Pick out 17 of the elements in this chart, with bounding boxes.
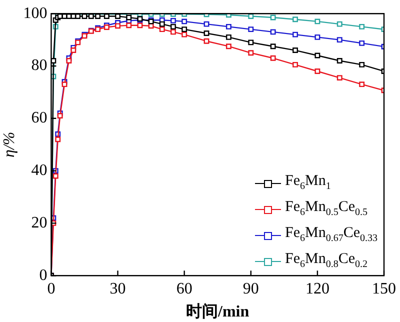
y-tick-label: 100 [23,4,48,22]
y-tick-label: 0 [39,266,48,284]
y-tick-label: 60 [31,110,48,127]
x-tick-label: 60 [176,280,192,298]
legend-label: Fe$_{6}$Mn$_{0.67}$Ce$_{0.33}$ [285,224,378,246]
x-tick-label: 150 [372,280,396,298]
legend-label: Fe$_{6}$Mn$_{0.8}$Ce$_{0.2}$ [285,250,368,272]
y-axis-title: η/% [0,132,18,158]
legend-label: Fe$_{6}$Mn$_{0.5}$Ce$_{0.5}$ [285,198,368,220]
y-tick-label: 80 [31,57,48,74]
x-axis-title: 时间/min [186,302,250,321]
y-tick-label: 40 [31,162,48,180]
x-tick-label: 90 [242,280,259,298]
y-tick-label: 20 [31,214,48,232]
legend-label: Fe$_{6}$Mn$_{1}$ [285,172,331,194]
x-tick-label: 120 [305,280,330,298]
x-tick-label: 30 [110,280,126,298]
